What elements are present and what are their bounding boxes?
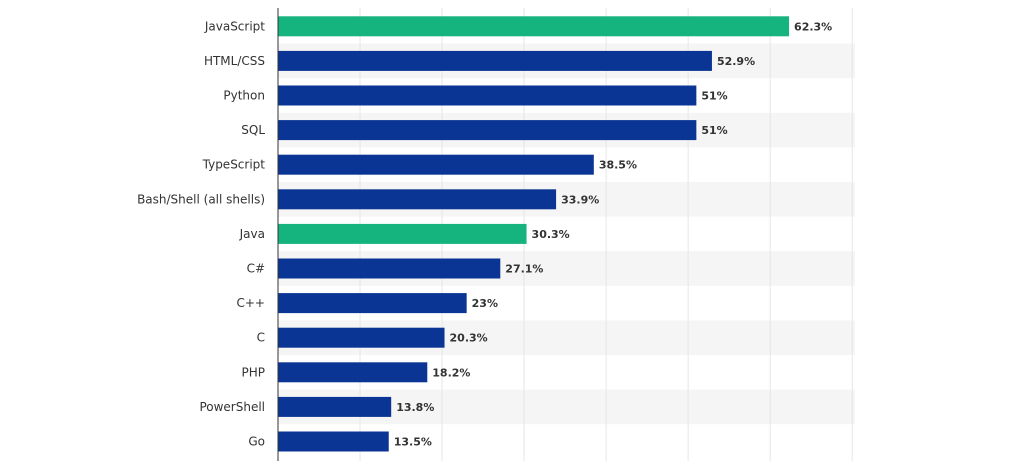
bar (278, 293, 467, 314)
value-label: 51% (701, 90, 727, 103)
chart-panel: JavaScript 62.3% HTML/CSS 52.9% Python 51% SQL… (120, 0, 880, 461)
bar (278, 16, 790, 37)
value-label: 20.3% (450, 332, 488, 345)
bar (278, 431, 389, 452)
bar (278, 327, 445, 348)
bar (278, 85, 697, 106)
category-label: SQL (241, 123, 265, 137)
value-label: 51% (701, 124, 727, 137)
value-label: 18.2% (432, 366, 470, 379)
bar (278, 223, 527, 244)
value-label: 33.9% (561, 193, 599, 206)
category-label: C# (247, 262, 265, 276)
value-label: 52.9% (717, 55, 755, 68)
category-label: HTML/CSS (204, 54, 265, 68)
value-label: 13.5% (394, 436, 432, 449)
category-label: JavaScript (204, 19, 265, 33)
category-label: Go (248, 435, 265, 449)
category-label: TypeScript (202, 158, 266, 172)
bar (278, 120, 697, 141)
value-label: 38.5% (599, 159, 637, 172)
value-label: 30.3% (532, 228, 570, 241)
category-label: PHP (242, 365, 266, 379)
value-label: 23% (472, 297, 498, 310)
category-label: Python (223, 89, 265, 103)
bar (278, 396, 392, 417)
bar (278, 50, 712, 71)
category-label: C (257, 331, 265, 345)
value-label: 13.8% (396, 401, 434, 414)
category-label: Java (239, 227, 265, 241)
bar (278, 258, 501, 279)
value-label: 27.1% (505, 263, 543, 276)
category-label: Bash/Shell (all shells) (137, 192, 265, 206)
value-label: 62.3% (794, 20, 832, 33)
bar (278, 189, 557, 210)
category-label: C++ (237, 296, 266, 310)
bar (278, 154, 594, 175)
category-label: PowerShell (199, 400, 265, 414)
horizontal-bar-chart: JavaScript 62.3% HTML/CSS 52.9% Python 51% SQL… (137, 8, 855, 461)
bar (278, 362, 428, 383)
